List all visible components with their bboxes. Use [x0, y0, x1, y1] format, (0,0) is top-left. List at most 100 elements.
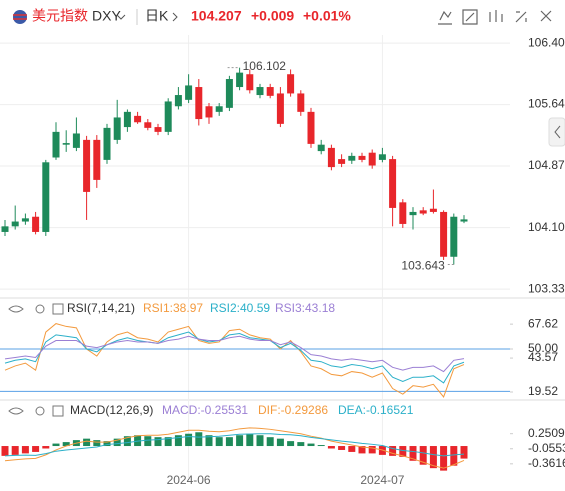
change: +0.009	[251, 8, 294, 24]
histogram-bar	[93, 440, 101, 447]
candle-body	[317, 144, 325, 152]
indicator-button[interactable]	[489, 10, 503, 22]
histogram-bar	[225, 437, 233, 447]
side-panel-arrow[interactable]	[554, 125, 561, 139]
candle-body	[52, 131, 60, 158]
flag-stripes	[13, 14, 27, 20]
candle-body	[32, 216, 40, 232]
candle-body	[419, 210, 427, 214]
histogram-bar	[409, 446, 417, 461]
side-panel-tab[interactable]	[548, 117, 565, 147]
histogram-bar	[307, 443, 315, 447]
rsi-title: RSI(7,14,21)	[67, 301, 135, 315]
candle-body	[297, 93, 305, 112]
candle-body	[460, 219, 468, 222]
candle-body	[266, 87, 274, 96]
histogram-bar	[62, 442, 70, 447]
candle-body	[358, 155, 366, 160]
histogram-bar	[276, 438, 284, 447]
candle-body	[338, 159, 346, 164]
visibility-icon[interactable]	[8, 407, 24, 415]
histogram-bar	[164, 437, 172, 447]
histogram-bar	[266, 437, 274, 447]
histogram-bar	[123, 436, 131, 447]
y-tick-label: 103.336	[528, 281, 565, 295]
legend-entry: RSI2:40.59	[210, 301, 270, 315]
candle-body	[123, 111, 131, 128]
candle-body	[307, 111, 315, 144]
histogram-bar	[246, 433, 254, 447]
candle-body	[399, 202, 407, 224]
candle-body	[62, 143, 70, 145]
histogram-bar	[32, 446, 40, 452]
histogram-bar	[195, 432, 203, 447]
histogram-bar	[348, 446, 356, 452]
y-tick-label: 43.57	[528, 350, 558, 364]
histogram-bar	[460, 446, 468, 459]
y-tick-label: 0.25097	[528, 426, 565, 440]
histogram-bar	[287, 441, 295, 447]
indicator-box[interactable]	[52, 405, 64, 417]
indicator-line	[4, 323, 465, 398]
histogram-bar	[338, 446, 346, 450]
candle-body	[11, 221, 19, 227]
y-tick-label: 50.00	[528, 341, 558, 355]
histogram-bar	[174, 435, 182, 447]
candle-body	[134, 115, 142, 123]
legend-entry: RSI1:38.97	[143, 301, 203, 315]
candle-body	[327, 147, 335, 168]
histogram-bar	[1, 446, 9, 456]
y-tick-label: 104.104	[528, 220, 565, 234]
candle-body	[276, 93, 284, 124]
candle-body	[185, 85, 193, 100]
histogram-bar	[113, 438, 121, 447]
candle-body	[348, 155, 356, 161]
settings-icon[interactable]	[35, 304, 45, 314]
change-percent: +0.01%	[303, 8, 351, 24]
histogram-bar	[21, 446, 29, 454]
y-tick-label: -0.05536	[528, 441, 565, 455]
histogram-bar	[11, 446, 19, 455]
indicator-line	[4, 427, 465, 469]
indicator-line	[4, 331, 465, 384]
period[interactable]: 日K	[145, 8, 169, 24]
histogram-bar	[185, 433, 193, 447]
indicator-box[interactable]	[52, 303, 64, 315]
candle-body	[1, 226, 9, 232]
legend-entry: MACD:-0.25531	[162, 403, 248, 417]
line-tool-button[interactable]	[462, 9, 478, 25]
x-tick-label: 2024-06	[167, 473, 211, 487]
legend-entry: DEA:-0.16521	[338, 403, 414, 417]
indicator-line	[4, 433, 465, 457]
histogram-bar	[205, 435, 213, 447]
visibility-icon[interactable]	[8, 305, 24, 313]
legend-entry: RSI3:43.18	[275, 301, 335, 315]
y-tick-label: 105.641	[528, 97, 565, 111]
candle-body	[225, 79, 233, 108]
candle-body	[113, 117, 121, 140]
x-tick-label: 2024-07	[360, 473, 404, 487]
histogram-bar	[440, 446, 448, 471]
histogram-bar	[236, 435, 244, 447]
max-label: 106.102	[243, 59, 287, 73]
settings-icon[interactable]	[35, 406, 45, 416]
symbol-dropdown[interactable]	[116, 14, 126, 20]
candle-body	[83, 139, 91, 192]
min-label: 103.643	[401, 259, 445, 273]
close-button[interactable]	[540, 10, 552, 22]
candle-body	[205, 106, 213, 118]
histogram-bar	[419, 446, 427, 465]
candle-body	[174, 95, 182, 107]
candle-body	[409, 211, 417, 216]
compare-button[interactable]	[515, 11, 527, 23]
candle-body	[195, 87, 203, 120]
y-tick-label: 106.409	[528, 35, 565, 49]
period-arrow[interactable]	[172, 12, 178, 22]
candle-body	[389, 159, 397, 208]
candle-body	[144, 122, 152, 128]
draw-tool-button[interactable]	[438, 10, 452, 25]
histogram-bar	[297, 442, 305, 447]
macd-title: MACD(12,26,9)	[70, 403, 153, 417]
candle-body	[164, 101, 172, 132]
